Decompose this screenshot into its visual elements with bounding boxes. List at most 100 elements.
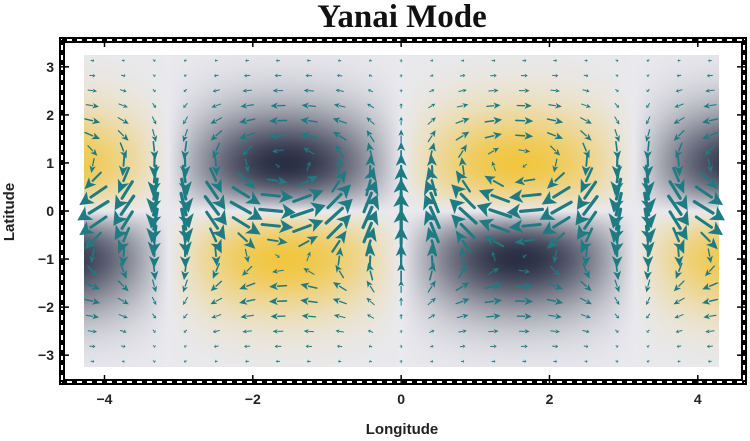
- vector-arrow: [708, 58, 712, 63]
- y-tick-label: 0: [46, 203, 54, 219]
- vector-arrow: [150, 140, 159, 160]
- vector-arrow: [614, 279, 620, 293]
- vector-arrow: [430, 73, 434, 78]
- vector-arrow: [451, 214, 476, 240]
- vector-arrow: [580, 297, 592, 305]
- vector-arrow: [423, 180, 440, 214]
- vector-arrow: [672, 166, 685, 194]
- vector-arrow: [582, 262, 590, 279]
- vector-arrow: [151, 279, 158, 293]
- vector-arrow: [646, 313, 651, 319]
- vector-arrow: [84, 282, 101, 290]
- vector-arrow: [369, 359, 373, 364]
- plot-area: [77, 55, 725, 367]
- vector-arrow: [580, 130, 592, 141]
- vector-arrow: [582, 329, 590, 334]
- vector-arrow: [274, 344, 282, 349]
- vector-arrow: [240, 313, 254, 320]
- vector-arrow: [552, 73, 559, 78]
- vector-arrow: [427, 117, 436, 125]
- vector-arrow: [668, 180, 688, 211]
- vector-arrow: [646, 116, 651, 125]
- vector-arrow: [214, 359, 218, 364]
- vector-arrow: [335, 144, 345, 158]
- vector-arrow: [694, 215, 724, 236]
- vector-arrow: [456, 103, 469, 109]
- vector-arrow: [205, 210, 226, 240]
- vector-arrow: [367, 88, 374, 93]
- vector-arrow: [459, 73, 466, 78]
- vector-arrow: [336, 73, 343, 78]
- vector-arrow: [522, 58, 527, 63]
- vector-arrow: [117, 227, 131, 254]
- vector-arrow: [615, 89, 619, 93]
- vector-arrow: [89, 344, 96, 349]
- vector-arrow: [484, 235, 504, 248]
- vector-arrow: [674, 154, 684, 177]
- y-axis-label: Latitude: [1, 183, 18, 241]
- vector-arrow: [229, 200, 263, 220]
- vector-arrow: [333, 103, 346, 109]
- vector-arrow: [182, 279, 188, 293]
- vector-arrow: [549, 145, 561, 156]
- vector-arrow: [430, 344, 434, 349]
- vector-arrow: [458, 144, 467, 158]
- vector-arrow: [490, 73, 497, 78]
- vector-arrow: [210, 280, 223, 292]
- vector-arrow: [576, 180, 598, 210]
- vector-arrow: [518, 148, 531, 154]
- vector-arrow: [550, 329, 560, 334]
- vector-arrow: [614, 313, 620, 319]
- vector-arrow: [362, 210, 379, 244]
- vector-arrow: [399, 103, 404, 109]
- vector-arrow: [646, 359, 650, 364]
- vector-arrow: [151, 296, 157, 306]
- vector-arrow: [152, 329, 156, 333]
- vector-arrow: [675, 329, 683, 334]
- vector-arrow: [367, 329, 374, 334]
- vector-arrow: [553, 359, 557, 364]
- vector-arrow: [209, 167, 222, 194]
- vector-arrow: [274, 73, 282, 78]
- vector-arrow: [522, 163, 527, 168]
- y-tick-label: 1: [46, 155, 54, 171]
- vector-arrow: [486, 102, 501, 109]
- vector-arrow: [305, 344, 313, 349]
- vector-arrow: [181, 141, 190, 160]
- vector-arrow: [484, 132, 502, 140]
- vector-arrow: [118, 154, 129, 177]
- vector-arrow: [546, 117, 564, 125]
- vector-arrow: [580, 227, 594, 254]
- vector-arrow: [365, 154, 376, 179]
- vector-arrow: [552, 344, 559, 349]
- vector-arrow: [455, 131, 470, 141]
- vector-arrow: [646, 296, 651, 306]
- vector-arrow: [484, 297, 503, 305]
- vector-arrow: [488, 88, 499, 93]
- vector-arrow: [427, 280, 436, 293]
- vector-arrow: [575, 195, 599, 226]
- vector-arrow: [85, 102, 99, 109]
- vector-arrow: [213, 73, 219, 78]
- vector-arrow: [674, 314, 684, 319]
- vector-arrow: [289, 202, 326, 219]
- vector-arrow: [491, 251, 496, 262]
- vector-arrow: [210, 130, 223, 141]
- vector-arrow: [615, 344, 619, 349]
- y-tick-label: −1: [38, 251, 54, 267]
- vector-arrow: [584, 58, 588, 63]
- vector-arrow: [476, 202, 513, 219]
- vector-arrow: [85, 313, 99, 320]
- vector-arrow: [508, 219, 542, 234]
- vector-arrow: [675, 142, 683, 159]
- vector-arrow: [306, 359, 311, 364]
- vector-arrow: [459, 344, 466, 349]
- vector-arrow: [458, 88, 467, 93]
- vector-arrow: [335, 88, 344, 93]
- vector-arrow: [546, 282, 564, 290]
- vector-arrow: [645, 279, 651, 293]
- vector-arrow: [614, 129, 620, 142]
- vector-arrow: [399, 313, 404, 320]
- vector-arrow: [455, 298, 470, 305]
- vector-arrow: [87, 265, 98, 277]
